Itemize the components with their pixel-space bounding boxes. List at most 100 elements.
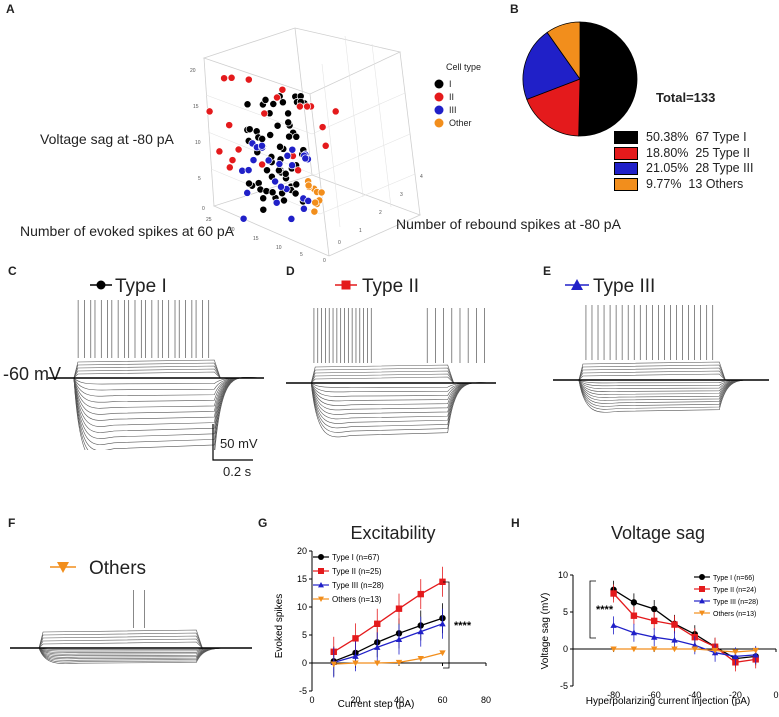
y-tick-label: 10 (558, 570, 568, 580)
scatter-point (225, 163, 234, 172)
scatter-point (227, 73, 236, 82)
scatter-point (205, 107, 214, 116)
cell-type-legend: I II III Other (434, 79, 472, 128)
data-point (439, 620, 446, 627)
type3-marker-icon (571, 279, 583, 290)
data-point (671, 636, 678, 643)
y-tick-label: 20 (297, 546, 307, 556)
legend-marker-other (434, 118, 444, 128)
y-tick: 3 (400, 192, 403, 198)
scatter-point (259, 194, 268, 203)
scatter-point (310, 207, 319, 216)
scatter-point (299, 204, 308, 213)
y-tick-label: -5 (560, 681, 568, 691)
x-tick: 15 (253, 236, 259, 242)
pie-legend-label: 67 Type I (695, 130, 747, 144)
data-point (374, 620, 381, 627)
x-axis-label: Hyperpolarizing current injection (pA) (586, 696, 751, 707)
x-tick-label: -60 (648, 690, 661, 700)
data-point (752, 651, 759, 658)
significance-stars: **** (454, 620, 472, 632)
data-point (417, 655, 424, 662)
z-tick: 15 (193, 104, 199, 110)
scale-time: 0.2 s (223, 464, 252, 479)
depolarizing-trace (286, 364, 496, 384)
scatter-point (275, 160, 284, 168)
depolarizing-trace (48, 359, 264, 379)
scatter-point (278, 85, 287, 94)
scatter-point (243, 100, 252, 109)
title-type2: Type II (335, 276, 419, 297)
data-point (610, 590, 617, 597)
trace-title: Type III (593, 276, 655, 297)
data-point (651, 605, 658, 613)
membrane-potential-label: -60 mV (3, 364, 62, 384)
axis-label-rebound-spikes: Number of rebound spikes at -80 pA (396, 216, 621, 232)
axis-label-evoked-spikes: Number of evoked spikes at 60 pA (20, 223, 235, 239)
panel-label-c: C (8, 264, 17, 278)
scatter-point (287, 214, 296, 223)
scatter-point (245, 125, 254, 134)
panel-label-g: G (258, 516, 268, 530)
data-point (318, 582, 324, 588)
scatter-point (268, 188, 277, 197)
scatter-point (288, 145, 297, 154)
data-point (691, 646, 698, 653)
x-tick: 10 (276, 245, 282, 251)
y-tick-label: 15 (297, 574, 307, 584)
scatter-point (304, 196, 313, 205)
others-marker-icon (57, 562, 69, 573)
hyperpolarizing-trace (286, 382, 497, 429)
legend-label-other: Other (449, 118, 472, 128)
z-tick: 0 (202, 206, 205, 212)
scatter-point (225, 121, 234, 130)
scatter-point (283, 151, 292, 160)
scatter-point (295, 102, 304, 111)
series-line (333, 617, 443, 662)
pie-legend-swatch-type2 (614, 146, 638, 160)
series (610, 580, 759, 672)
hyperpolarizing-trace (553, 379, 770, 413)
scale-bar-lines (212, 424, 253, 461)
data-point (651, 617, 658, 625)
pie-legend-swatch-type3 (614, 162, 638, 176)
x-tick-label: -80 (607, 690, 620, 700)
scatter-point (260, 109, 269, 118)
x-tick-label: 60 (437, 695, 447, 705)
depolarizing-trace (48, 368, 264, 379)
x-tick-label: -40 (688, 690, 701, 700)
legend-label: Others (n=13) (713, 611, 756, 618)
axis-label-voltage-sag: Voltage sag at -80 pA (40, 131, 174, 147)
legend-label: Type II (n=25) (332, 567, 382, 576)
box-3d (202, 27, 422, 257)
depolarizing-trace (10, 632, 252, 649)
legend-marker-type1 (434, 79, 444, 89)
pie-slice (522, 31, 581, 100)
scatter-point (303, 102, 312, 111)
depolarizing-trace (553, 370, 769, 381)
y-tick: 1 (359, 228, 362, 234)
scatter-point (311, 198, 320, 207)
traces-type1 (48, 300, 265, 450)
pie-legend-pct: 9.77% (646, 176, 682, 191)
title-type3: Type III (565, 276, 655, 297)
panel-label-d: D (286, 264, 295, 278)
hyperpolarizing-trace (286, 382, 497, 433)
data-point (630, 612, 638, 619)
depolarizing-trace (286, 370, 496, 384)
data-point (671, 646, 678, 653)
data-point (651, 633, 658, 640)
depolarizing-trace (10, 635, 252, 649)
scatter-point (220, 74, 229, 83)
x-tick: 0 (323, 258, 326, 262)
data-point (630, 599, 638, 606)
scatter-point (249, 156, 258, 165)
x-tick-label: 0 (309, 695, 314, 705)
title-others: Others (50, 558, 146, 579)
pie-slice (526, 78, 581, 137)
pie-legend-row: 50.38% 67 Type I (614, 130, 754, 146)
legend-label: Type I (n=67) (332, 553, 380, 562)
data-point (417, 590, 424, 598)
depolarizing-trace (553, 364, 769, 381)
series-line (613, 648, 756, 653)
